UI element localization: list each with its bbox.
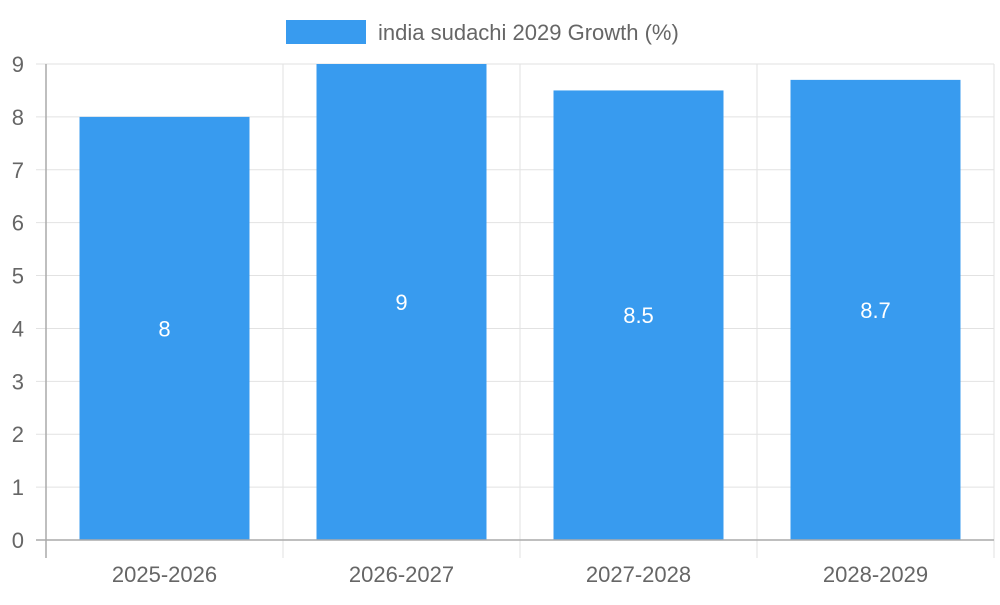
y-tick-label: 9 <box>12 52 24 77</box>
x-tick-label: 2025-2026 <box>112 562 217 587</box>
bar-2025-2026[interactable] <box>79 116 250 540</box>
legend-label: india sudachi 2029 Growth (%) <box>378 20 679 45</box>
data-label: 8.7 <box>860 298 891 323</box>
tick-labels: 0 1 2 3 4 5 6 7 8 9 8 2025-2026 9 2026-2027 8.5 2027-20… <box>12 52 928 587</box>
y-tick-label: 8 <box>12 105 24 130</box>
data-label: 8.5 <box>623 303 654 328</box>
x-tick-label: 2027-2028 <box>586 562 691 587</box>
y-tick-label: 2 <box>12 422 24 447</box>
y-tick-label: 3 <box>12 369 24 394</box>
y-tick-label: 1 <box>12 475 24 500</box>
y-tick-label: 7 <box>12 158 24 183</box>
data-label: 9 <box>395 290 407 315</box>
y-tick-label: 5 <box>12 264 24 289</box>
data-label: 8 <box>158 316 170 341</box>
y-tick-label: 0 <box>12 528 24 553</box>
legend[interactable]: india sudachi 2029 Growth (%) <box>286 20 679 45</box>
legend-swatch <box>286 20 366 44</box>
bar-2026-2027[interactable] <box>316 64 487 540</box>
bars <box>79 64 961 540</box>
x-tick-label: 2026-2027 <box>349 562 454 587</box>
y-tick-label: 6 <box>12 211 24 236</box>
bar-2028-2029[interactable] <box>790 79 961 540</box>
x-tick-label: 2028-2029 <box>823 562 928 587</box>
axes <box>36 64 994 558</box>
bar-2027-2028[interactable] <box>553 90 724 540</box>
y-tick-label: 4 <box>12 316 24 341</box>
